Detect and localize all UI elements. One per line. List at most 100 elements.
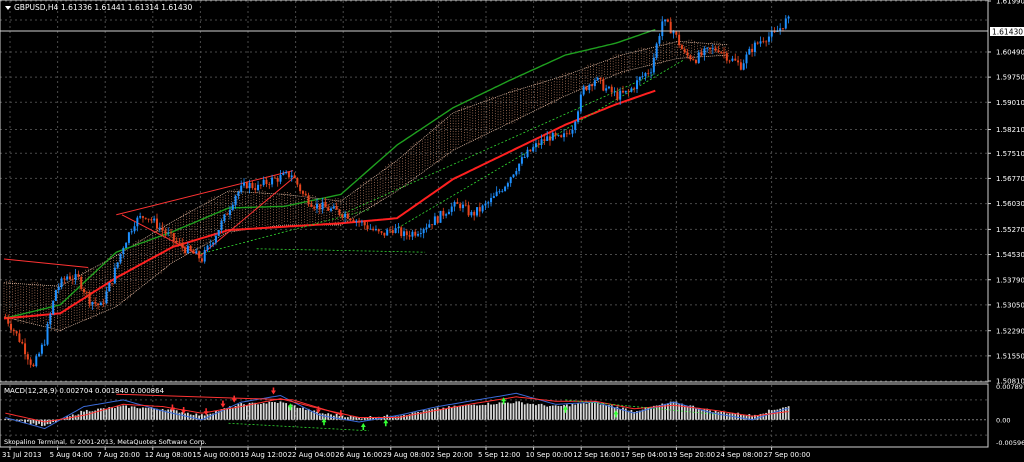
macd-histogram-bar [198,415,200,420]
bull-candle [571,129,574,134]
macd-histogram-bar [346,417,349,420]
macd-histogram-bar [638,410,641,420]
green-trendline[interactable] [256,248,426,253]
bear-candle [141,216,144,218]
macd-histogram-bar [599,404,602,420]
bear-candle [591,84,594,87]
bear-candle [144,217,147,219]
macd-histogram-bar [164,410,167,420]
bull-candle [411,231,414,237]
bull-candle [706,47,709,49]
bear-candle [80,277,83,289]
time-tick-label: 24 Sep 08:00 [716,451,763,459]
macd-histogram-bar [431,409,433,420]
price-tick-label: 1.56030 [996,200,1024,208]
bear-candle [318,203,321,210]
bear-candle [478,207,481,212]
macd-histogram-bar [231,407,234,420]
time-tick-label: 12 Sep 16:00 [573,451,620,459]
chart-dropdown-triangle-icon[interactable] [5,6,11,10]
macd-histogram-bar [310,411,313,420]
macd-green-trendline[interactable] [565,399,718,415]
macd-histogram-bar [414,412,417,420]
price-axis[interactable]: 1.61990 1.60490 1.59750 1.59010 1.58210 1.575… [988,0,1024,386]
bear-candle [560,135,563,138]
macd-histogram-bar [681,403,683,420]
macd-histogram-bar [304,409,307,420]
macd-histogram-bar [259,403,262,420]
copyright-text: Skopalino Terminal, © 2001-2013, MetaQuo… [4,438,207,446]
bear-candle [273,177,276,179]
macd-histogram-bar [787,406,790,420]
bull-candle [321,202,324,210]
price-tick-label: 1.59750 [996,74,1024,82]
price-tick-label: 1.50810 [996,378,1024,386]
macd-histogram-bar [748,414,751,420]
macd-histogram-bar [212,413,215,420]
bull-candle [397,227,400,229]
macd-histogram-bar [389,416,391,420]
bull-candle [526,149,529,157]
macd-histogram-bar [692,405,695,420]
bear-candle [554,132,557,136]
macd-pane[interactable]: MACD(12,26,9) 0.002704 0.001840 0.000864… [0,383,1024,448]
bull-candle [74,274,77,280]
macd-histogram-bar [296,407,299,420]
bear-candle [686,52,689,56]
bull-candle [125,242,128,248]
macd-histogram-bar [658,405,661,420]
bull-candle [386,229,389,236]
macd-histogram-bar [779,408,782,420]
macd-histogram-bar [394,416,397,420]
bull-candle [495,191,498,197]
green-trendline[interactable] [200,209,370,255]
bull-candle [703,48,706,56]
macd-pane-border [0,383,989,448]
bull-candle [315,203,318,209]
bear-candle [175,240,178,243]
red-trendline[interactable] [3,258,89,268]
macd-red-trendline[interactable] [116,393,294,401]
bear-candle [12,329,15,332]
time-tick-label: 29 Aug 08:00 [383,451,430,459]
bear-candle [29,359,32,365]
macd-histogram-bar [288,405,290,420]
green-trendline[interactable] [391,59,684,233]
macd-histogram-bar [442,407,445,420]
time-tick-label: 27 Sep 00:00 [764,451,811,459]
bull-candle [588,84,591,91]
price-tick-label: 1.58210 [996,126,1024,134]
macd-histogram-bar [91,411,94,420]
macd-histogram-bar [641,409,644,420]
bull-candle [220,220,223,231]
macd-histogram-bar [633,411,636,420]
bull-candle [767,36,770,42]
macd-histogram-bar [529,404,532,420]
macd-histogram-bar [675,401,678,420]
macd-histogram-bar [133,406,136,420]
bear-candle [464,204,467,206]
macd-histogram-bar [782,407,784,420]
price-pane[interactable]: GBPUSD,H4 1.61336 1.61441 1.61314 1.6143… [0,0,1024,386]
bull-candle [153,218,156,221]
macd-histogram-bar [470,405,473,420]
time-axis[interactable]: 31 Jul 2013 5 Aug 04:00 7 Aug 20:00 12 Aug … [2,447,810,459]
macd-histogram-bar [717,412,720,420]
bull-candle [209,244,212,246]
symbol-header: GBPUSD,H4 1.61336 1.61441 1.61314 1.6143… [5,3,192,12]
green-trendline[interactable] [340,73,656,216]
bull-candle [257,184,260,190]
bull-candle [228,209,231,215]
bull-candle [206,245,209,251]
macd-histogram-bar [313,410,316,420]
macd-green-trendline[interactable] [228,422,369,432]
macd-trendlines[interactable] [116,393,718,432]
macd-red-trendline[interactable] [292,399,342,415]
macd-histogram-bar [697,408,700,420]
bear-candle [436,216,439,223]
bull-candle [672,31,675,34]
bull-candle [60,278,63,288]
macd-histogram-bar [745,415,748,420]
bull-candle [240,185,243,192]
